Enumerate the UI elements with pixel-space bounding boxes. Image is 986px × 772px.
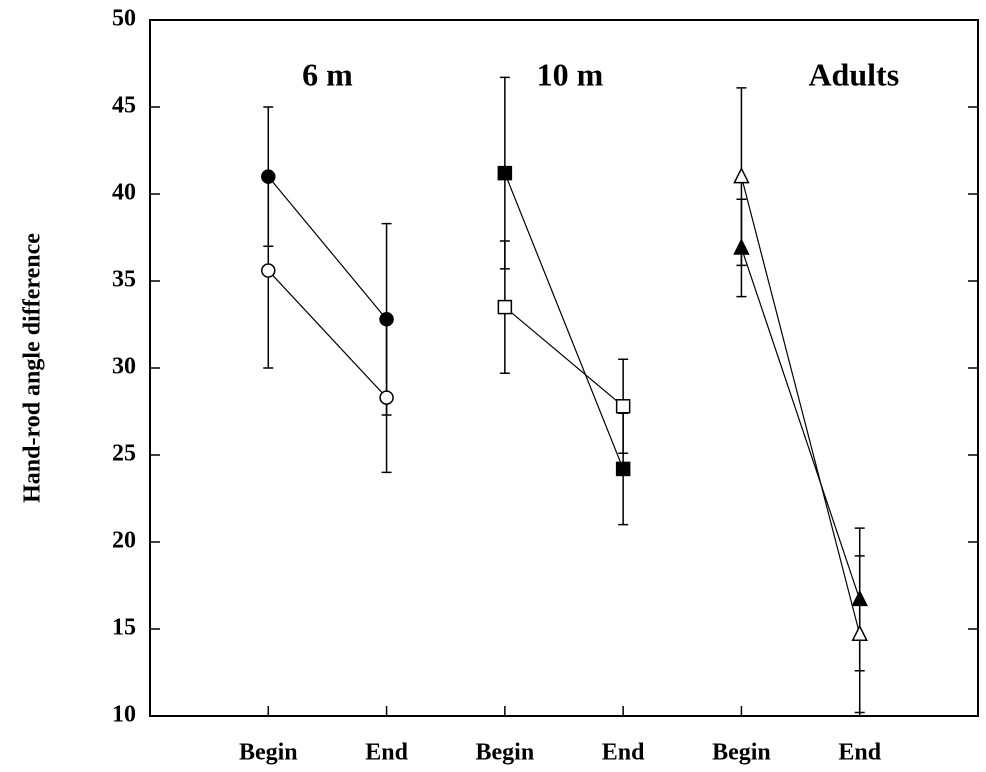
x-tick-label: End [602,740,645,766]
y-tick-label: 35 [112,267,136,293]
group-label: 6 m [302,56,353,92]
y-tick-label: 40 [112,180,136,206]
y-tick-label: 25 [112,441,136,467]
point [379,390,394,405]
y-tick-label: 45 [112,93,136,119]
point [497,299,513,315]
point [615,461,631,477]
point [261,263,276,278]
y-tick-label: 50 [112,6,136,32]
x-tick-label: End [838,740,881,766]
point [497,165,513,181]
y-tick-label: 15 [112,615,136,641]
y-tick-label: 30 [112,354,136,380]
x-tick-label: End [365,740,408,766]
series-line [504,172,624,470]
series-line [267,176,388,320]
group-label: Adults [808,56,899,92]
point [615,399,631,414]
point [851,624,868,641]
series-line [740,247,861,600]
x-tick-label: Begin [239,740,298,766]
series-line [504,306,624,407]
point [733,166,750,184]
group-label: 10 m [537,56,604,92]
series-line [740,176,861,635]
x-tick-label: Begin [476,740,535,766]
y-axis-label: Hand-rod angle difference [20,233,46,503]
y-tick-label: 10 [112,702,136,728]
y-tick-label: 20 [112,528,136,554]
x-tick-label: Begin [712,740,771,766]
series-line [267,270,388,398]
